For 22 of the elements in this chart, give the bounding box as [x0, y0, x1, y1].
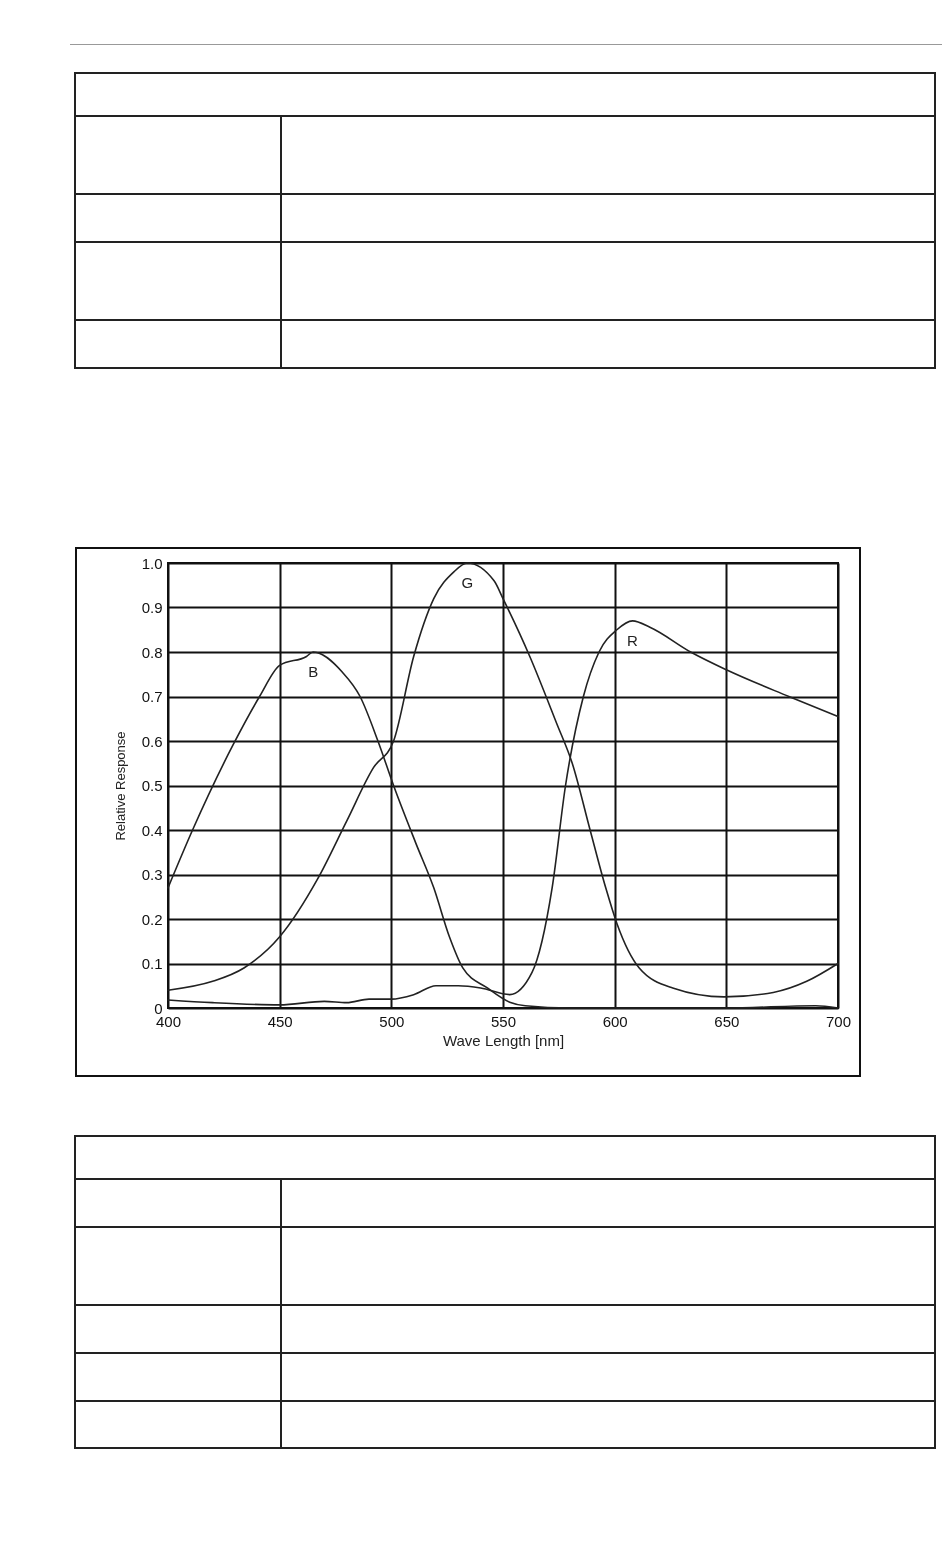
x-tick-label: 650	[714, 1012, 740, 1030]
x-tick-label: 450	[267, 1012, 293, 1030]
y-tick-label: 0	[154, 999, 163, 1017]
y-tick-label: 0.3	[141, 866, 163, 883]
y-tick-label: 1.0	[141, 554, 163, 572]
y-axis-title: Relative Response	[112, 731, 128, 841]
x-tick-label: 550	[490, 1012, 517, 1030]
y-tick-label: 0.8	[141, 643, 163, 661]
y-tick-label: 0.2	[141, 910, 163, 928]
series-label: R	[627, 631, 639, 649]
y-tick-label: 0.5	[141, 777, 163, 794]
y-tick-label: 0.7	[141, 688, 163, 705]
series-label: G	[461, 574, 474, 591]
x-axis-title: Wave Length [nm]	[442, 1031, 565, 1049]
y-tick-label: 0.1	[141, 955, 163, 972]
x-tick-label: 700	[825, 1012, 852, 1030]
series-label: B	[308, 663, 319, 680]
y-tick-label: 0.6	[141, 732, 163, 750]
x-tick-label: 500	[379, 1012, 405, 1030]
x-tick-label: 600	[602, 1012, 628, 1030]
y-tick-label: 0.4	[141, 821, 163, 839]
y-tick-label: 0.9	[141, 599, 163, 616]
